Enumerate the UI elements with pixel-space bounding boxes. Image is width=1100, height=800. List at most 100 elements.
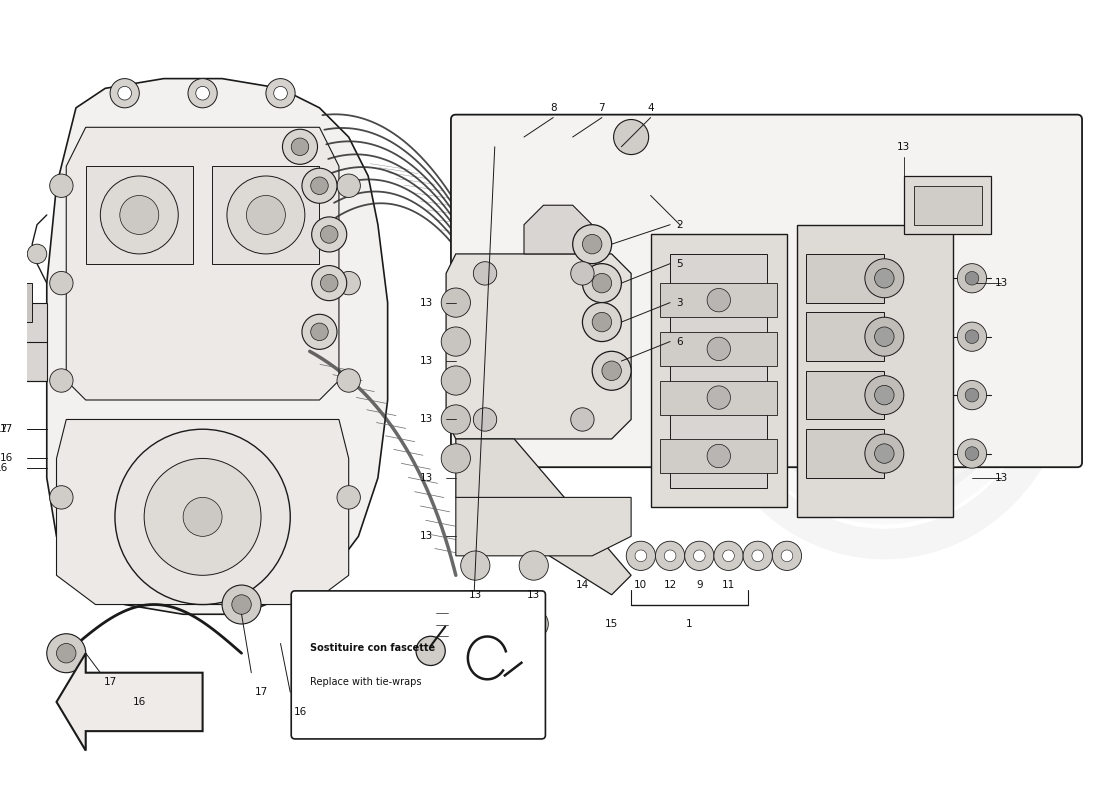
Text: 13: 13 [420,531,433,542]
Text: 8: 8 [550,103,557,113]
Circle shape [441,366,471,395]
Circle shape [310,177,328,194]
Polygon shape [455,498,631,556]
Bar [650,234,786,507]
Circle shape [320,274,338,292]
Text: 13: 13 [420,473,433,483]
Bar [8,283,32,322]
Circle shape [707,337,730,361]
FancyBboxPatch shape [451,114,1082,467]
Text: a passion for parts: a passion for parts [452,244,717,322]
Text: 16: 16 [133,697,146,707]
Circle shape [337,369,361,392]
Bar [212,166,319,264]
Polygon shape [524,206,592,254]
Text: 13: 13 [469,590,482,600]
Circle shape [196,86,209,100]
Text: 1: 1 [686,619,693,629]
Text: Sostituire con fascette: Sostituire con fascette [310,643,435,653]
Circle shape [110,78,140,108]
Bar [18,302,47,381]
Bar [796,225,953,517]
Circle shape [246,195,285,234]
Circle shape [965,271,979,285]
Bar [660,439,778,473]
Circle shape [188,78,217,108]
Circle shape [865,258,904,298]
Bar [806,312,884,361]
Circle shape [602,361,621,381]
Circle shape [461,551,490,580]
Circle shape [582,264,621,302]
Circle shape [441,444,471,473]
Polygon shape [455,439,631,594]
Circle shape [222,585,261,624]
Circle shape [957,264,987,293]
Circle shape [865,318,904,356]
Circle shape [519,610,548,638]
Text: 13: 13 [898,142,911,152]
Bar [806,430,884,478]
Circle shape [582,302,621,342]
Text: 17: 17 [0,424,8,434]
Circle shape [183,498,222,536]
Text: 16: 16 [0,463,8,473]
Text: 16: 16 [294,706,307,717]
Bar [914,186,981,225]
Text: 9: 9 [696,580,703,590]
Text: 6: 6 [676,337,683,346]
Bar [806,254,884,302]
Text: 13: 13 [994,278,1008,288]
Bar [660,381,778,414]
Text: 13: 13 [527,590,540,600]
Circle shape [571,262,594,285]
Circle shape [120,195,158,234]
Circle shape [310,323,328,341]
Circle shape [473,408,497,431]
Circle shape [664,550,675,562]
Circle shape [723,550,735,562]
Text: 4: 4 [647,103,653,113]
Circle shape [28,244,47,264]
Text: es: es [901,242,1004,325]
Circle shape [714,542,744,570]
Circle shape [707,289,730,312]
Circle shape [337,486,361,509]
Circle shape [292,138,309,155]
Circle shape [965,330,979,343]
Circle shape [50,174,73,198]
Circle shape [573,225,612,264]
Circle shape [301,168,337,203]
Text: 16: 16 [0,454,13,463]
Circle shape [473,262,497,285]
Circle shape [441,288,471,318]
Circle shape [614,119,649,154]
Circle shape [635,550,647,562]
Circle shape [874,269,894,288]
Circle shape [693,550,705,562]
Circle shape [416,636,446,666]
Circle shape [656,542,684,570]
Circle shape [707,386,730,410]
Text: 13: 13 [420,356,433,366]
Circle shape [957,322,987,351]
Circle shape [781,550,793,562]
Circle shape [47,634,86,673]
Polygon shape [56,654,202,750]
Circle shape [232,594,251,614]
Circle shape [707,444,730,468]
Bar [660,283,778,318]
Text: 10: 10 [635,580,648,590]
Circle shape [311,266,346,301]
Circle shape [582,234,602,254]
Circle shape [752,550,763,562]
Circle shape [957,381,987,410]
FancyBboxPatch shape [292,591,546,739]
Circle shape [144,458,261,575]
Bar [904,176,991,234]
Circle shape [441,327,471,356]
Circle shape [114,430,290,605]
Bar [806,370,884,419]
Circle shape [592,312,612,332]
Text: 17: 17 [0,424,13,434]
